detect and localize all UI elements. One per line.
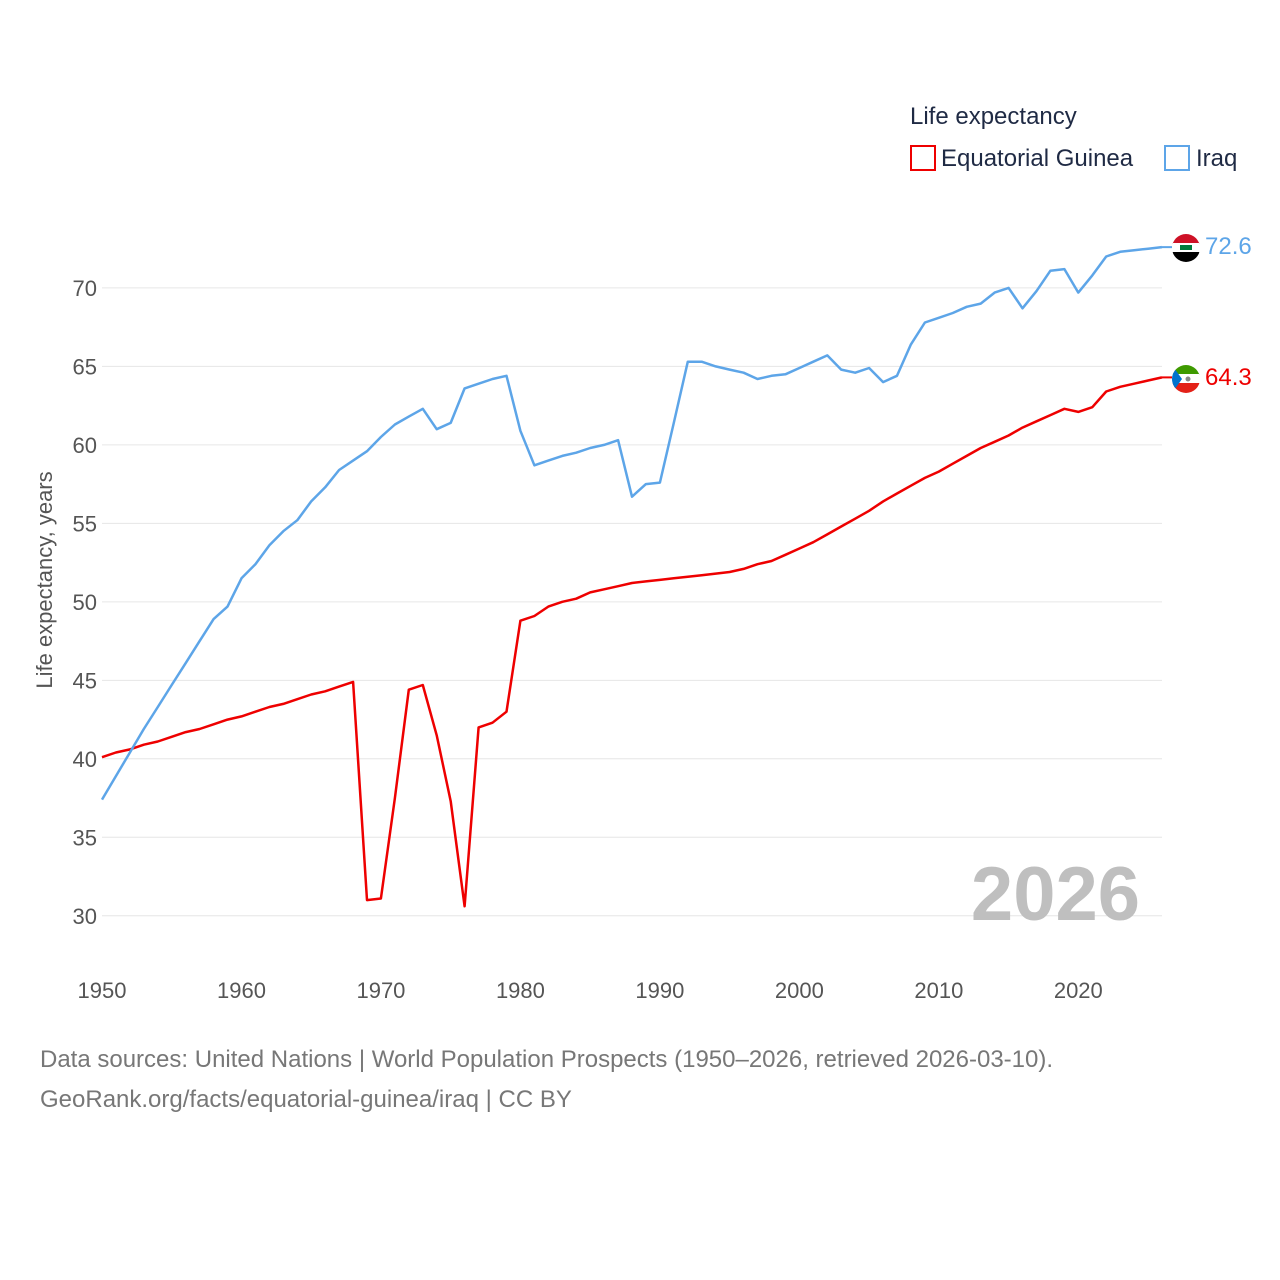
y-tick-70: 70 bbox=[73, 276, 97, 301]
x-tick-2020: 2020 bbox=[1054, 978, 1103, 1003]
series-line-iraq bbox=[100, 245, 1163, 801]
y-tick-65: 65 bbox=[73, 354, 97, 379]
legend-label-iraq: Iraq bbox=[1196, 145, 1237, 172]
series-line-equatorial-guinea bbox=[101, 376, 1163, 908]
legend-item-equatorial-guinea[interactable]: Equatorial Guinea bbox=[910, 145, 1134, 172]
x-tick-1970: 1970 bbox=[356, 978, 405, 1003]
end-label-equatorial-guinea: 64.3 bbox=[1205, 364, 1252, 391]
y-tick-35: 35 bbox=[73, 825, 97, 850]
line-chart: Life expectancy Equatorial Guinea Iraq 3… bbox=[32, 103, 1252, 1003]
x-tick-2000: 2000 bbox=[775, 978, 824, 1003]
y-axis-label: Life expectancy, years bbox=[32, 471, 57, 688]
legend-label-equatorial-guinea: Equatorial Guinea bbox=[941, 145, 1134, 172]
y-tick-45: 45 bbox=[73, 668, 97, 693]
x-tick-labels: 1950 1960 1970 1980 1990 2000 2010 2020 bbox=[78, 978, 1103, 1003]
x-tick-2010: 2010 bbox=[914, 978, 963, 1003]
legend-swatch-equatorial-guinea bbox=[910, 145, 936, 171]
series-lines bbox=[100, 245, 1172, 908]
equatorial-guinea-flag-icon bbox=[1172, 365, 1200, 393]
legend-title: Life expectancy bbox=[910, 103, 1077, 130]
y-tick-30: 30 bbox=[73, 904, 97, 929]
x-tick-1960: 1960 bbox=[217, 978, 266, 1003]
x-tick-1990: 1990 bbox=[635, 978, 684, 1003]
source-line: Data sources: United Nations | World Pop… bbox=[40, 1046, 1054, 1073]
end-label-iraq: 72.6 bbox=[1205, 233, 1252, 260]
y-tick-labels: 30 35 40 45 50 55 60 65 70 bbox=[73, 276, 97, 929]
y-tick-55: 55 bbox=[73, 511, 97, 536]
source-note: Data sources: United Nations | World Pop… bbox=[40, 1040, 1053, 1120]
iraq-flag-icon bbox=[1172, 234, 1200, 262]
legend-swatch-iraq bbox=[1164, 145, 1190, 171]
legend-item-iraq[interactable]: Iraq bbox=[1164, 145, 1237, 172]
year-label: 2026 bbox=[971, 852, 1140, 937]
y-gridlines bbox=[102, 287, 1162, 917]
x-tick-1950: 1950 bbox=[78, 978, 127, 1003]
x-tick-1980: 1980 bbox=[496, 978, 545, 1003]
y-tick-60: 60 bbox=[73, 433, 97, 458]
y-tick-40: 40 bbox=[73, 747, 97, 772]
attribution-line[interactable]: GeoRank.org/facts/equatorial-guinea/iraq… bbox=[40, 1086, 572, 1113]
y-tick-50: 50 bbox=[73, 590, 97, 615]
